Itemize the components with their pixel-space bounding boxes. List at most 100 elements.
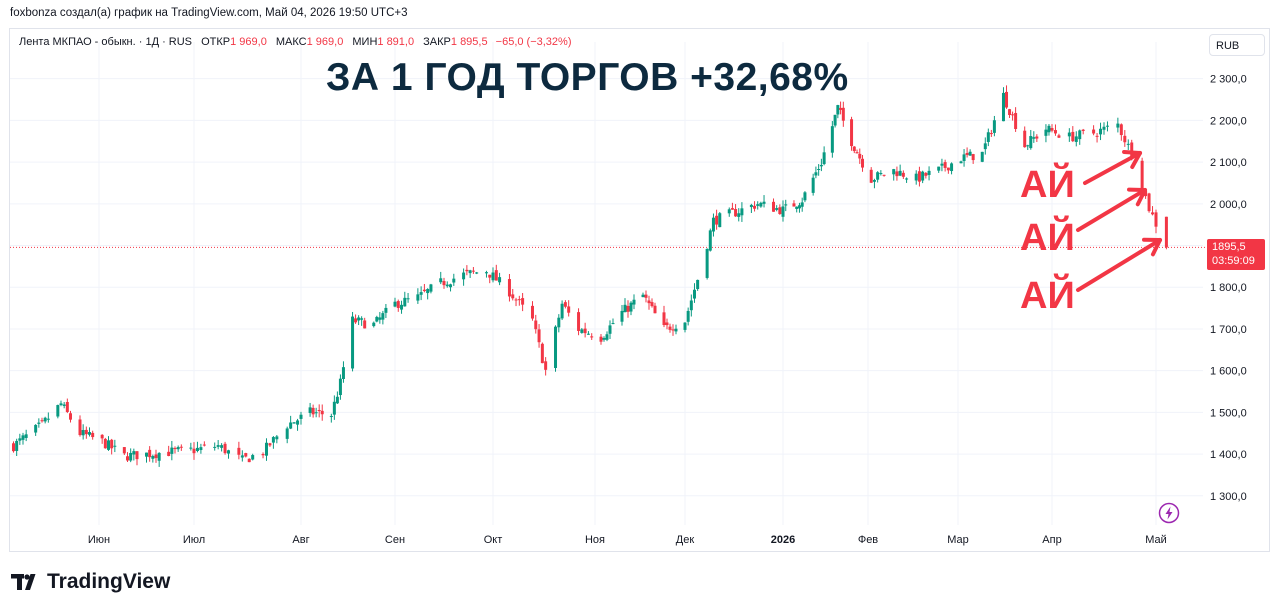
candle bbox=[1151, 206, 1155, 216]
candle bbox=[830, 121, 834, 158]
candle bbox=[608, 320, 612, 340]
y-tick-label: 2 000,0 bbox=[1210, 199, 1247, 211]
candle bbox=[959, 160, 963, 164]
x-tick-label: Мар bbox=[947, 534, 969, 546]
candle bbox=[983, 137, 987, 155]
candle bbox=[24, 429, 28, 442]
candle bbox=[819, 158, 823, 172]
candle bbox=[772, 198, 776, 212]
candle bbox=[650, 298, 654, 308]
candle bbox=[46, 412, 50, 423]
y-tick-label: 1 700,0 bbox=[1210, 324, 1247, 336]
candle bbox=[544, 357, 548, 376]
candle bbox=[540, 342, 544, 364]
candle bbox=[869, 167, 873, 184]
annotation-arrow-head bbox=[1122, 149, 1142, 155]
candle bbox=[784, 199, 788, 212]
candle bbox=[715, 209, 719, 230]
candle bbox=[384, 304, 388, 319]
candle bbox=[811, 173, 815, 196]
x-tick-label: Июл bbox=[183, 534, 205, 546]
candle bbox=[69, 410, 72, 423]
candle bbox=[21, 432, 25, 445]
close-label: ЗАКР bbox=[423, 36, 451, 48]
candle bbox=[696, 279, 700, 291]
candle bbox=[320, 404, 324, 421]
candle bbox=[1053, 124, 1057, 136]
x-tick-label: Апр bbox=[1042, 534, 1061, 546]
candle bbox=[1008, 108, 1012, 118]
candle bbox=[852, 146, 856, 154]
x-tick-label: 2026 bbox=[771, 534, 795, 546]
candle bbox=[1029, 129, 1033, 150]
candle bbox=[968, 149, 972, 156]
symbol-name[interactable]: Лента МКПАО - обыкн. · 1Д · RUS bbox=[19, 36, 193, 48]
candle bbox=[1014, 107, 1018, 132]
candle bbox=[1078, 129, 1082, 145]
candle bbox=[426, 288, 430, 300]
y-tick-label: 2 300,0 bbox=[1210, 74, 1247, 86]
candle bbox=[332, 395, 336, 420]
candle bbox=[554, 325, 558, 372]
candle bbox=[718, 211, 722, 228]
chart-attribution: foxbonza создал(а) график на TradingView… bbox=[10, 7, 408, 19]
candle bbox=[689, 294, 693, 317]
candle bbox=[583, 322, 587, 338]
x-tick-label: Сен bbox=[385, 534, 405, 546]
candle bbox=[129, 448, 133, 463]
candle bbox=[216, 440, 220, 450]
candle bbox=[378, 312, 382, 324]
candle bbox=[275, 435, 279, 444]
candle bbox=[220, 443, 224, 452]
open-value: 1 969,0 bbox=[230, 36, 267, 48]
candle bbox=[795, 206, 799, 213]
symbol-legend: Лента МКПАО - обыкн. · 1Д · RUS ОТКР1 96… bbox=[19, 36, 572, 48]
candle bbox=[299, 411, 303, 425]
candle bbox=[647, 295, 651, 310]
candle bbox=[567, 300, 571, 317]
candle bbox=[778, 204, 782, 215]
candle bbox=[850, 116, 854, 151]
chart-panel[interactable] bbox=[9, 28, 1270, 552]
candle bbox=[251, 453, 255, 461]
candle bbox=[1005, 85, 1009, 109]
candle bbox=[488, 274, 492, 284]
candle bbox=[465, 265, 469, 276]
tradingview-logo[interactable]: TradingView bbox=[11, 570, 170, 594]
candle bbox=[521, 293, 525, 312]
candle bbox=[727, 207, 731, 217]
annotation-arrow bbox=[1076, 238, 1162, 292]
candle bbox=[817, 164, 821, 176]
candle bbox=[1099, 122, 1103, 141]
candle bbox=[943, 159, 947, 172]
candle bbox=[381, 310, 385, 325]
candle bbox=[836, 104, 840, 119]
flash-icon[interactable] bbox=[1158, 502, 1180, 529]
candle bbox=[1011, 111, 1015, 121]
candle bbox=[855, 149, 859, 154]
candle bbox=[484, 270, 488, 278]
y-tick-label: 2 200,0 bbox=[1210, 115, 1247, 127]
candle bbox=[876, 171, 880, 183]
candle bbox=[1057, 133, 1061, 139]
candle bbox=[1105, 121, 1109, 132]
candle bbox=[145, 452, 148, 463]
candle bbox=[892, 168, 896, 181]
tradingview-logo-icon bbox=[11, 574, 36, 590]
candle bbox=[665, 318, 669, 330]
candle bbox=[40, 417, 44, 423]
candle bbox=[1071, 126, 1075, 143]
candle bbox=[1116, 117, 1120, 133]
currency-button[interactable]: RUB bbox=[1209, 34, 1265, 56]
candle bbox=[530, 301, 534, 321]
candle bbox=[917, 166, 921, 187]
candle bbox=[445, 281, 449, 288]
candle bbox=[244, 452, 248, 458]
candle bbox=[599, 333, 603, 345]
candle bbox=[668, 323, 672, 333]
candle bbox=[167, 445, 171, 457]
candle bbox=[537, 324, 541, 348]
candle bbox=[170, 440, 174, 461]
y-tick-label: 1 400,0 bbox=[1210, 449, 1247, 461]
